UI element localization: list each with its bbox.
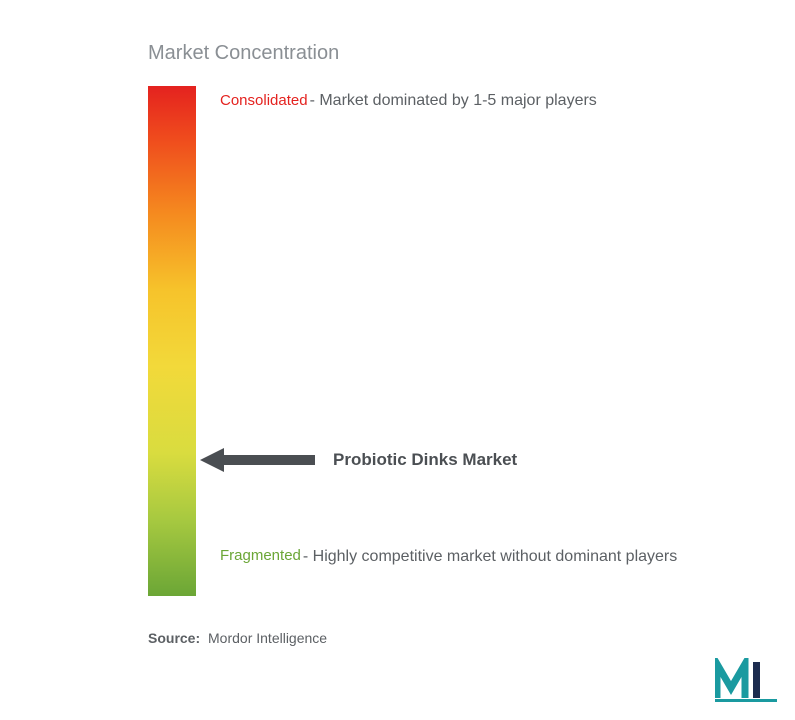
fragmented-key: Fragmented [220, 543, 301, 569]
page-title: Market Concentration [148, 42, 339, 65]
marker-label: Probiotic Dinks Market [333, 450, 517, 470]
source-attribution: Source: Mordor Intelligence [148, 630, 327, 646]
consolidated-label: Consolidated - Market dominated by 1-5 m… [220, 92, 740, 110]
source-value: Mordor Intelligence [208, 630, 327, 646]
source-key: Source: [148, 630, 200, 646]
fragmented-desc: - Highly competitive market without domi… [303, 543, 677, 570]
consolidated-desc: - Market dominated by 1-5 major players [310, 92, 597, 110]
fragmented-label: Fragmented - Highly competitive market w… [220, 543, 740, 570]
consolidated-key: Consolidated [220, 92, 308, 109]
mordor-logo-icon [715, 658, 777, 702]
concentration-gradient-bar [148, 86, 196, 596]
arrow-left-icon [200, 446, 315, 474]
market-position-marker: Probiotic Dinks Market [200, 446, 517, 474]
